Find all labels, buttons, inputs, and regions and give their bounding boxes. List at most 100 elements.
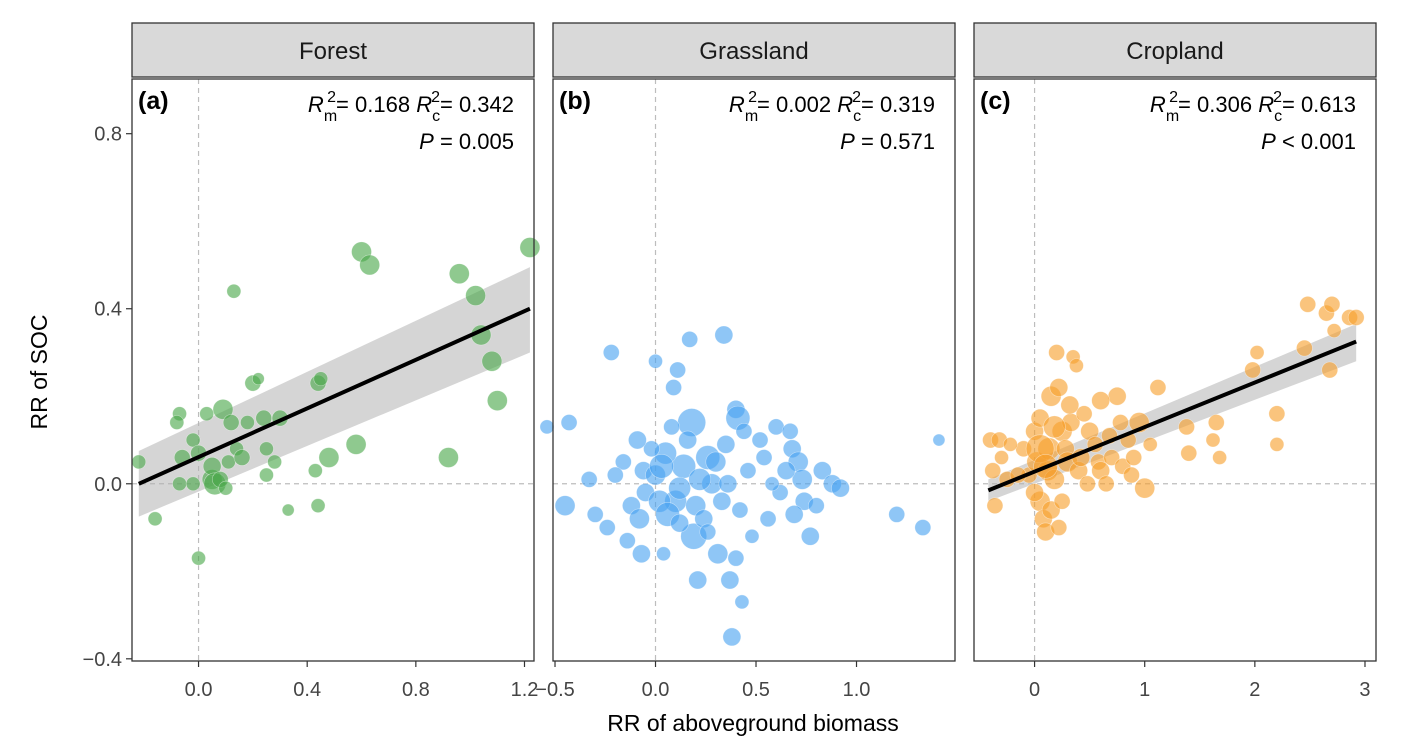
data-point	[1125, 449, 1142, 466]
data-point	[986, 497, 1004, 514]
data-point	[586, 506, 604, 523]
data-point	[1134, 477, 1156, 499]
data-point	[259, 441, 274, 457]
stats-p: P < 0.001	[1261, 129, 1356, 154]
data-point	[281, 503, 295, 517]
data-point	[1112, 414, 1129, 431]
data-point	[665, 379, 682, 396]
data-point	[678, 430, 697, 450]
data-point	[734, 594, 750, 610]
data-point	[629, 508, 650, 530]
data-point	[1049, 378, 1069, 397]
data-point	[1025, 483, 1044, 502]
data-point	[663, 418, 680, 436]
data-point	[628, 430, 647, 450]
data-point	[1069, 358, 1084, 373]
data-point	[751, 431, 769, 449]
data-point	[233, 449, 251, 466]
x-tick-label: 2	[1249, 679, 1260, 701]
panel-cropland: Cropland (c) Rm2= 0.306 Rc2= 0.613 P < 0.00…	[973, 22, 1377, 701]
facet-strip-label: Grassland	[699, 38, 808, 65]
data-point	[699, 523, 717, 541]
data-point	[731, 501, 749, 519]
data-point	[619, 532, 636, 549]
data-point	[632, 544, 651, 564]
data-point	[831, 478, 850, 498]
data-point	[800, 526, 820, 546]
data-point	[598, 519, 616, 536]
data-point	[560, 414, 578, 431]
data-point	[481, 350, 503, 372]
x-tick-label: 1.0	[843, 679, 871, 701]
x-tick-label: 0	[1029, 679, 1040, 701]
y-tick-label: 0.8	[94, 124, 122, 146]
data-point	[218, 480, 234, 496]
data-point	[172, 476, 187, 492]
regression-line	[137, 306, 531, 486]
data-point	[1123, 466, 1140, 484]
x-tick-label: 0.5	[742, 679, 770, 701]
data-point	[649, 453, 674, 479]
data-point	[755, 449, 773, 466]
data-point	[1205, 432, 1221, 448]
data-point	[808, 497, 825, 514]
stats-r2: Rm2= 0.168 Rc2= 0.342	[308, 89, 514, 125]
data-point	[813, 461, 832, 480]
data-point	[359, 254, 380, 276]
data-point	[1323, 296, 1341, 313]
data-point	[185, 476, 201, 492]
data-point	[720, 570, 740, 590]
facet-strip	[131, 22, 535, 78]
data-point	[1347, 309, 1365, 326]
data-point	[668, 476, 691, 500]
stats-r2: Rm2= 0.002 Rc2= 0.319	[729, 89, 935, 125]
data-point	[1043, 415, 1066, 439]
data-point	[656, 546, 671, 562]
data-point	[648, 353, 663, 369]
data-point	[554, 495, 576, 516]
data-point	[669, 361, 686, 379]
x-tick-label: 0.4	[293, 679, 321, 701]
y-tick-label: −0.4	[83, 649, 122, 671]
data-point	[681, 331, 698, 348]
data-point	[714, 325, 734, 345]
data-point	[776, 461, 796, 480]
data-point	[240, 415, 255, 430]
y-axis-label: RR of SOC	[26, 314, 52, 429]
data-point	[712, 491, 732, 511]
x-tick-label: 0.8	[402, 679, 430, 701]
data-point	[1244, 361, 1261, 379]
data-point	[716, 435, 736, 454]
data-point	[308, 463, 323, 478]
panel-grassland: Grassland (b) Rm2= 0.002 Rc2= 0.319 P = 0.5…	[535, 22, 956, 701]
stats-p: P = 0.571	[840, 129, 935, 154]
data-point	[1269, 437, 1285, 452]
facet-strip	[552, 22, 956, 78]
data-point	[131, 454, 147, 470]
data-point	[744, 528, 760, 544]
data-point	[688, 570, 708, 590]
y-tick-label: 0.4	[94, 299, 122, 321]
data-point	[199, 406, 214, 422]
data-point	[1107, 386, 1127, 406]
data-point	[784, 505, 804, 524]
data-point	[1299, 296, 1317, 313]
data-point	[1212, 450, 1227, 465]
panel-label: (b)	[559, 87, 591, 115]
data-point	[1091, 391, 1110, 410]
panel-forest: Forest (a) Rm2= 0.168 Rc2= 0.342 P = 0.005 0…	[131, 22, 541, 701]
data-point	[191, 550, 206, 566]
data-point	[1053, 492, 1071, 510]
data-point	[767, 418, 785, 436]
data-point	[688, 468, 712, 491]
data-point	[226, 283, 242, 299]
data-point	[267, 454, 282, 470]
stats-p: P = 0.005	[419, 129, 514, 154]
x-tick-label: 3	[1359, 679, 1370, 701]
data-point	[318, 447, 340, 468]
data-point	[932, 433, 946, 447]
data-point	[465, 285, 486, 306]
data-point	[718, 474, 738, 494]
